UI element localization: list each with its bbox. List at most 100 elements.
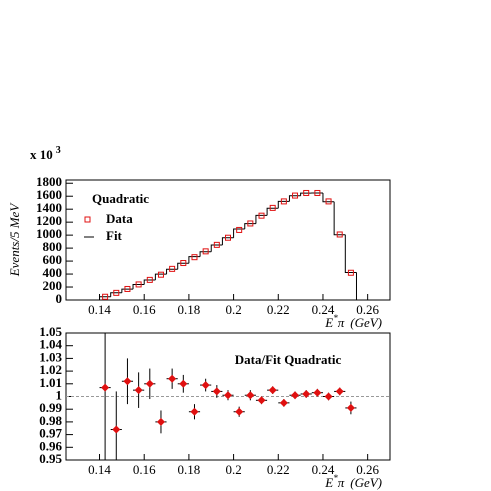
data-point <box>146 276 153 283</box>
multiplier-base: x 10 <box>30 147 53 162</box>
legend-fit: Fit <box>106 228 123 243</box>
fit-step <box>233 228 245 238</box>
ratio-point <box>179 379 188 388</box>
y-tick-label: 1800 <box>36 174 62 189</box>
x-label-sup: * <box>333 313 338 323</box>
multiplier-exp: 3 <box>56 145 61 156</box>
y-tick-label: 1200 <box>36 213 62 228</box>
ratio-point <box>224 391 232 400</box>
ratio-point <box>101 383 110 392</box>
data-point <box>325 198 332 205</box>
fit-step <box>143 279 156 285</box>
legend-data: Data <box>106 211 133 226</box>
data-point <box>169 265 176 272</box>
x-tick-label: 0.26 <box>356 462 379 477</box>
ratio-point <box>134 386 143 395</box>
ratio-point <box>291 391 300 400</box>
data-point <box>213 241 220 248</box>
y-tick-label: 0.95 <box>39 451 62 466</box>
x-tick-label: 0.16 <box>133 462 156 477</box>
ratio-point <box>279 398 288 407</box>
data-point <box>102 293 109 300</box>
frame <box>65 179 391 301</box>
fit-step <box>154 273 167 281</box>
data-point <box>225 234 231 241</box>
y-tick-label: 1600 <box>36 187 62 202</box>
ratio-point <box>156 417 165 426</box>
y-tick-label: 0.98 <box>39 413 62 428</box>
data-point <box>292 192 299 199</box>
data-point <box>135 281 142 288</box>
data-point <box>269 204 276 211</box>
y-tick-label: 1400 <box>36 200 62 215</box>
data-point <box>113 289 120 296</box>
fit-step <box>188 256 201 264</box>
fit-step <box>344 234 357 273</box>
y-tick-label: 0.97 <box>39 426 62 441</box>
y-tick-label: 0.96 <box>39 438 62 453</box>
x-tick-label: 0.22 <box>267 462 290 477</box>
data-point <box>314 189 321 196</box>
ratio-point <box>346 403 355 412</box>
data-point <box>157 271 164 278</box>
y-tick-label: 600 <box>43 252 63 267</box>
x-tick-label: 0.22 <box>267 302 290 317</box>
legend-data-marker <box>84 216 91 223</box>
fit-step <box>277 200 290 209</box>
y-tick-label: 1.04 <box>39 337 62 352</box>
ratio-point <box>335 387 344 396</box>
ratio-point <box>235 407 244 416</box>
panel-title: Data/Fit Quadratic <box>235 352 342 367</box>
fit-step <box>110 292 122 297</box>
data-point <box>336 231 343 238</box>
x-label-sup: * <box>333 473 338 483</box>
x-label: E*π (GeV) <box>324 313 382 330</box>
x-label-unit: (GeV) <box>350 315 382 330</box>
x-tick-label: 0.2 <box>225 462 241 477</box>
x-tick-label: 0.24 <box>312 302 335 317</box>
fit-step <box>300 192 312 196</box>
y-tick-label: 200 <box>43 278 63 293</box>
x-tick-label: 0.18 <box>178 302 201 317</box>
fit-step <box>166 268 178 275</box>
fit-step <box>99 296 111 300</box>
legend-title: Quadratic <box>92 191 149 206</box>
y-tick-label: 800 <box>43 239 63 254</box>
ratio-point <box>168 374 177 383</box>
fit-step <box>199 251 212 257</box>
fit-step <box>177 262 189 270</box>
x-tick-label: 0.16 <box>133 302 156 317</box>
ratio-point <box>201 381 210 390</box>
y-tick-label: 1.01 <box>39 375 62 390</box>
data-point <box>247 220 254 227</box>
multiplier: x 10 3 <box>30 145 61 162</box>
fit-step <box>288 195 301 202</box>
x-tick-label: 0.24 <box>312 462 335 477</box>
x-tick-label: 0.14 <box>88 462 111 477</box>
y-tick-label: 1.02 <box>39 362 62 377</box>
ratio-point <box>190 407 199 416</box>
y-tick-label: 1.05 <box>39 324 62 339</box>
data-point <box>303 189 310 196</box>
y-tick-label: 1 <box>56 387 63 402</box>
ratio-point <box>257 396 266 405</box>
data-point <box>280 198 287 205</box>
fit-step <box>266 207 279 216</box>
x-label-sub: π <box>338 315 345 330</box>
ratio-point <box>313 388 322 397</box>
ratio-point <box>145 379 154 388</box>
data-point <box>347 269 354 276</box>
ratio-point <box>246 391 255 400</box>
ratio-point <box>324 392 333 401</box>
fit-step <box>210 244 223 252</box>
data-point <box>236 226 243 233</box>
x-label-sub: π <box>338 475 345 490</box>
y-tick-label: 1.03 <box>39 349 62 364</box>
data-point <box>191 254 198 261</box>
x-tick-label: 0.18 <box>178 462 201 477</box>
data-point <box>124 285 131 292</box>
x-tick-label: 0.14 <box>88 302 111 317</box>
y-tick-label: 1000 <box>36 226 62 241</box>
fit-step <box>322 192 335 203</box>
